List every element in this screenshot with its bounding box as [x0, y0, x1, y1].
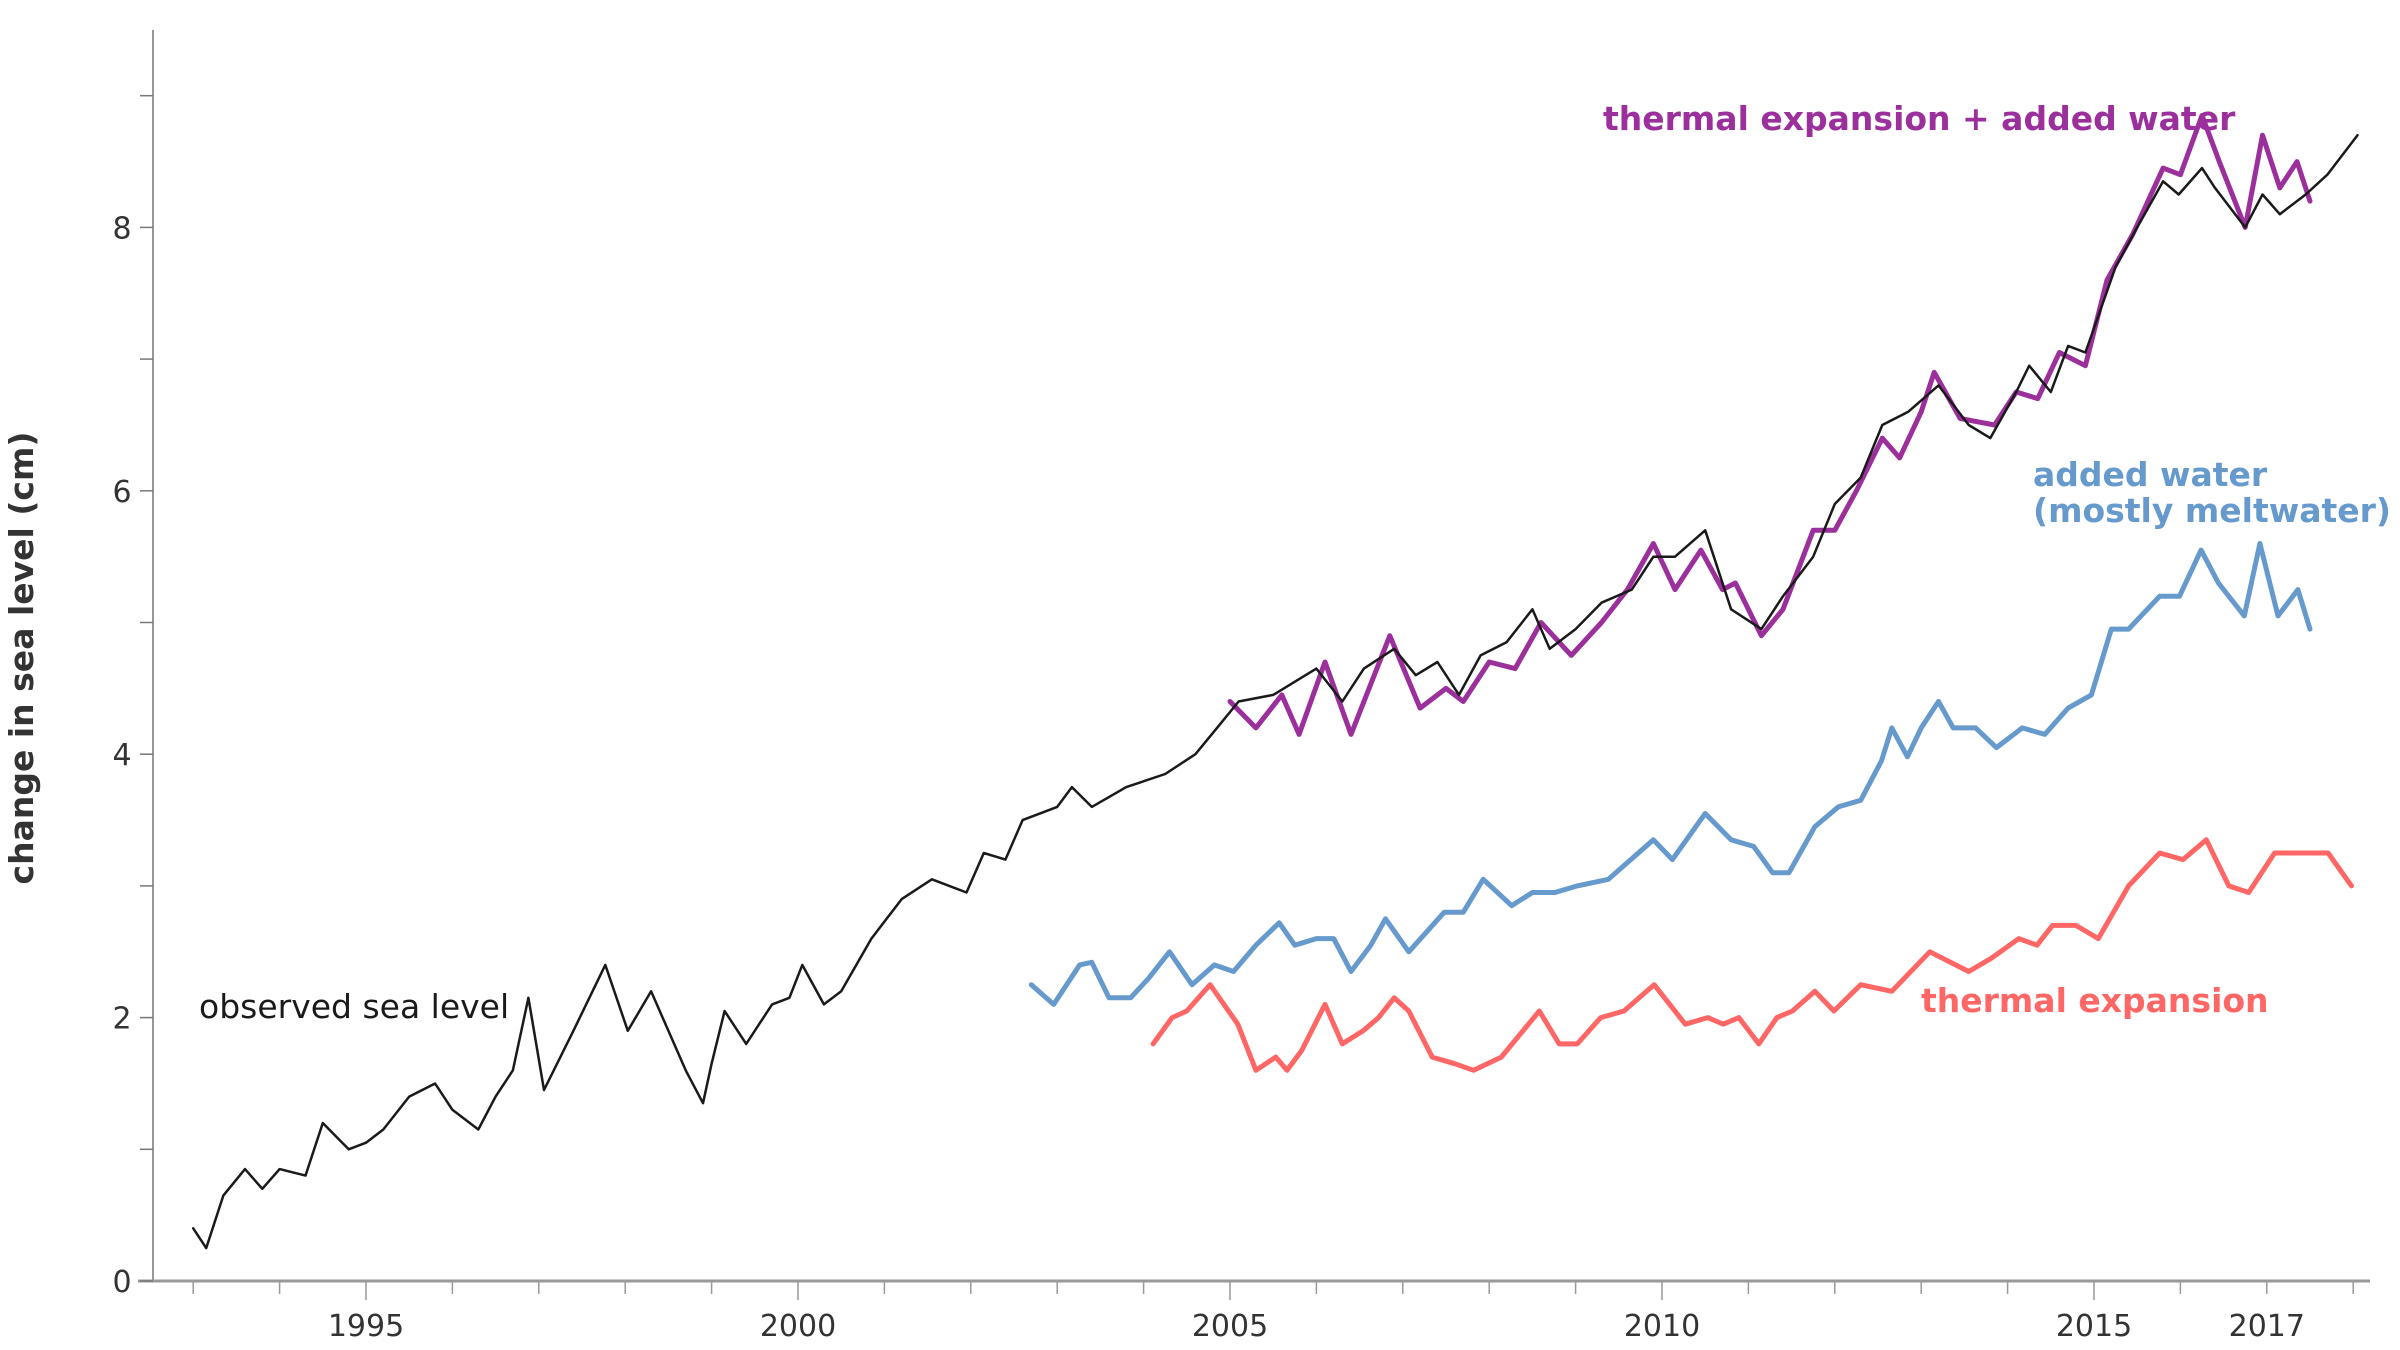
x-tick-label: 2005 — [1192, 1309, 1268, 1344]
series-line-thermal-expansion — [1150, 837, 2354, 1073]
x-tick-label: 1995 — [328, 1309, 404, 1344]
series-lines — [191, 113, 2359, 1250]
series-line-added-water-mostly-meltwater- — [1028, 541, 2313, 1007]
x-tick-label: 2010 — [1624, 1309, 1700, 1344]
label-added-water: added water — [2033, 455, 2268, 494]
x-tick-label: 2015 — [2056, 1309, 2132, 1344]
y-tick-label: 0 — [112, 1265, 131, 1300]
axes: 0 2 4 6 8 1995 2000 2005 2010 2015 2017 — [112, 30, 2370, 1344]
y-tick-label: 4 — [112, 738, 131, 773]
series-line-thermal-expansion-added-water — [1227, 113, 2313, 737]
label-observed: observed sea level — [199, 987, 509, 1026]
y-tick-label: 8 — [112, 211, 131, 246]
y-tick-label: 6 — [112, 475, 131, 510]
y-axis-label: change in sea level (cm) — [2, 432, 41, 885]
label-thermal-plus-added: thermal expansion + added water — [1603, 99, 2236, 138]
label-thermal-expansion: thermal expansion — [1921, 981, 2269, 1020]
y-tick-label: 2 — [112, 1002, 131, 1037]
series-line-observed-sea-level — [191, 133, 2359, 1250]
label-added-water-sub: (mostly meltwater) — [2033, 491, 2391, 530]
x-tick-label: 2017 — [2229, 1309, 2305, 1344]
x-tick-label: 2000 — [760, 1309, 836, 1344]
